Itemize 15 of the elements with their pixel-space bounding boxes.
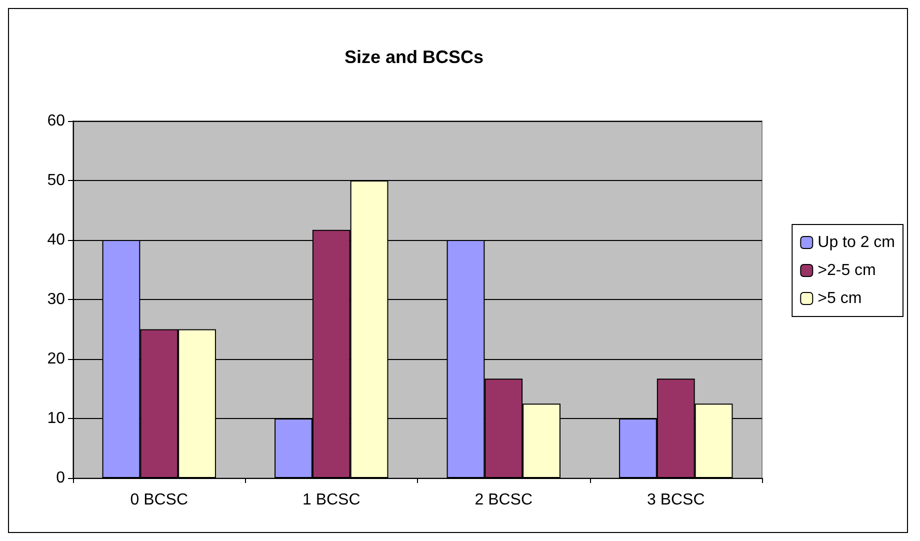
x-tick-label: 2 BCSC	[474, 492, 533, 508]
x-tick-label: 1 BCSC	[302, 492, 360, 508]
y-tick-label: 40	[47, 232, 66, 248]
x-tick-label: 0 BCSC	[130, 492, 188, 508]
y-tick-label: 10	[47, 410, 66, 427]
y-tick-label: 0	[56, 470, 66, 486]
y-tick-label: 20	[47, 350, 66, 368]
y-tick-label: 60	[47, 112, 66, 130]
y-tick-label: 30	[47, 291, 66, 308]
legend-label: >5 cm	[818, 290, 862, 307]
y-tick-label: 50	[47, 172, 66, 189]
chart-title: Size and BCSCs	[344, 47, 484, 67]
x-tick-label: 3 BCSC	[646, 492, 705, 508]
legend-label: Up to 2 cm	[818, 234, 895, 251]
legend-label: >2-5 cm	[818, 262, 876, 279]
